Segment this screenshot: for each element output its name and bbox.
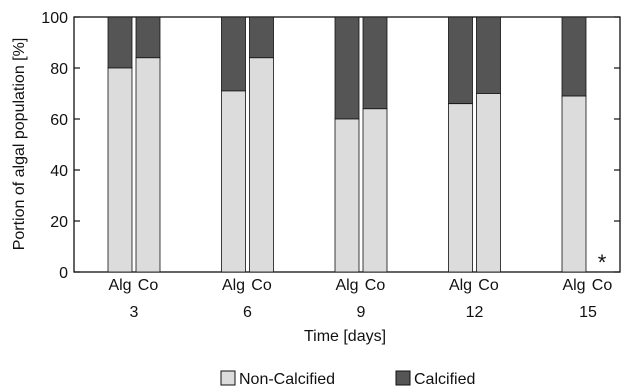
- x-bar-label: Co: [478, 277, 499, 294]
- bar-non-calcified: [221, 90, 246, 273]
- bar-annotation: *: [598, 250, 607, 275]
- y-tick-label: 80: [50, 61, 68, 78]
- bar-non-calcified: [448, 103, 473, 273]
- bar-calcified: [476, 16, 501, 94]
- x-bar-label: Co: [365, 277, 386, 294]
- legend-label-calcified: Calcified: [414, 371, 475, 387]
- plot-area: *: [73, 16, 621, 275]
- y-tick-label: 60: [50, 112, 68, 129]
- x-bar-label: Alg: [449, 277, 472, 294]
- x-bar-label: Co: [138, 277, 159, 294]
- legend-swatch-non-calcified: [220, 370, 236, 386]
- bar-calcified: [448, 16, 473, 105]
- x-group-label: 15: [579, 304, 597, 321]
- legend-swatch-calcified: [395, 370, 411, 386]
- bar-calcified: [561, 16, 587, 97]
- x-axis-label: Time [days]: [304, 328, 386, 345]
- x-group-label: 12: [466, 304, 484, 321]
- legend: Non-Calcified Calcified: [220, 370, 475, 387]
- y-tick-label: 20: [50, 214, 68, 231]
- bar-calcified: [249, 16, 274, 59]
- bar-non-calcified: [135, 57, 161, 273]
- y-axis-label: Portion of algal population [%]: [11, 38, 28, 251]
- bar-non-calcified: [334, 118, 360, 273]
- bar-non-calcified: [561, 95, 587, 273]
- y-tick-label: 40: [50, 163, 68, 180]
- x-group-label: 3: [130, 304, 139, 321]
- y-tick-label: 100: [41, 10, 68, 27]
- y-tick-label: 0: [59, 265, 68, 282]
- x-group-label: 6: [243, 304, 252, 321]
- x-bar-label: Alg: [562, 277, 585, 294]
- x-bar-label: Alg: [108, 277, 131, 294]
- legend-label-non-calcified: Non-Calcified: [239, 371, 335, 387]
- x-bar-label: Co: [251, 277, 272, 294]
- bar-calcified: [362, 16, 388, 110]
- bar-calcified: [221, 16, 246, 92]
- bar-calcified: [107, 16, 133, 69]
- bar-non-calcified: [107, 67, 133, 273]
- x-group-label: 9: [357, 304, 366, 321]
- bar-calcified: [334, 16, 360, 120]
- y-axis: 0 20 40 60 80 100: [41, 10, 620, 282]
- x-bar-label: Alg: [335, 277, 358, 294]
- x-bar-label: Alg: [222, 277, 245, 294]
- x-axis: Alg Co 3 Alg Co 6 Alg Co 9 Alg Co 12 Alg Co 15: [108, 277, 612, 321]
- bar-calcified: [135, 16, 161, 59]
- x-bar-label: Co: [592, 277, 613, 294]
- bar-non-calcified: [476, 93, 501, 273]
- bar-non-calcified: [249, 57, 274, 273]
- bar-non-calcified: [362, 108, 388, 273]
